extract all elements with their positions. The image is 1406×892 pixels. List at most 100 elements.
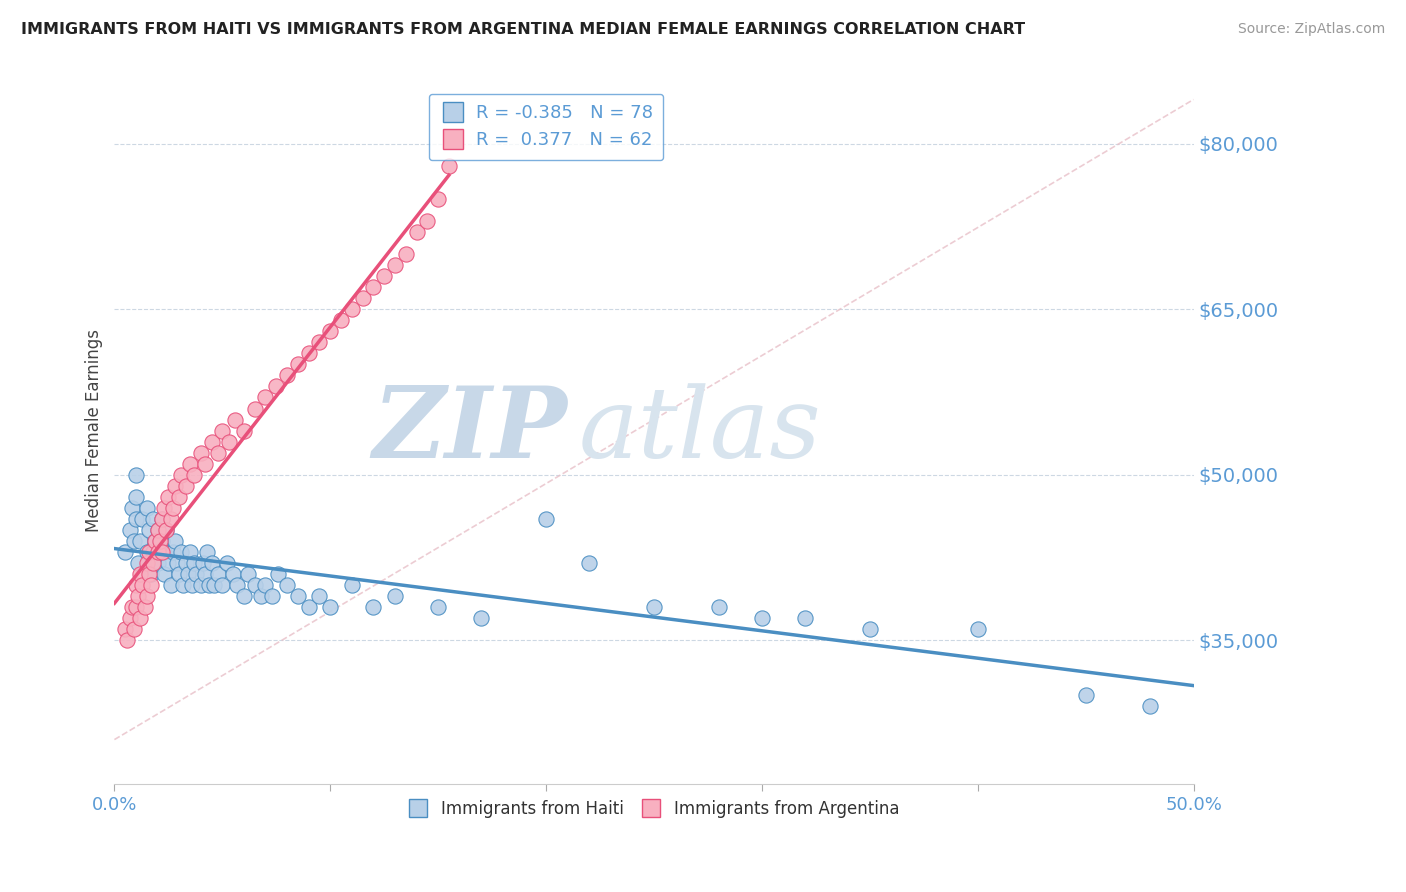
Point bbox=[190, 445, 212, 459]
Point bbox=[298, 346, 321, 360]
Point bbox=[298, 600, 321, 615]
Point bbox=[162, 500, 184, 515]
Point bbox=[118, 611, 141, 625]
Point bbox=[405, 225, 427, 239]
Point bbox=[129, 611, 152, 625]
Point bbox=[243, 578, 266, 592]
Point bbox=[276, 368, 298, 383]
Point bbox=[153, 567, 176, 582]
Point bbox=[179, 457, 201, 471]
Point bbox=[437, 159, 460, 173]
Point bbox=[794, 611, 817, 625]
Point bbox=[330, 313, 353, 327]
Point bbox=[200, 556, 222, 570]
Point bbox=[125, 467, 148, 482]
Point bbox=[1139, 699, 1161, 714]
Point bbox=[195, 545, 218, 559]
Point bbox=[427, 192, 450, 206]
Text: Source: ZipAtlas.com: Source: ZipAtlas.com bbox=[1237, 22, 1385, 37]
Point bbox=[200, 434, 222, 449]
Point bbox=[153, 545, 176, 559]
Point bbox=[149, 533, 172, 548]
Point bbox=[859, 622, 882, 636]
Point bbox=[138, 567, 160, 582]
Point bbox=[179, 545, 201, 559]
Point bbox=[167, 567, 190, 582]
Point bbox=[373, 269, 395, 284]
Point bbox=[254, 578, 277, 592]
Point bbox=[142, 545, 165, 559]
Point bbox=[267, 567, 290, 582]
Point bbox=[149, 545, 172, 559]
Point bbox=[578, 556, 600, 570]
Point bbox=[186, 567, 208, 582]
Point bbox=[308, 335, 330, 350]
Point bbox=[177, 567, 200, 582]
Point bbox=[287, 589, 309, 603]
Point bbox=[117, 633, 139, 648]
Point bbox=[222, 567, 245, 582]
Point bbox=[121, 600, 143, 615]
Point bbox=[427, 600, 450, 615]
Point bbox=[162, 545, 184, 559]
Point bbox=[150, 512, 173, 526]
Point bbox=[215, 556, 238, 570]
Point bbox=[122, 533, 145, 548]
Point bbox=[150, 512, 173, 526]
Legend: Immigrants from Haiti, Immigrants from Argentina: Immigrants from Haiti, Immigrants from A… bbox=[402, 794, 907, 825]
Point bbox=[232, 424, 254, 438]
Point bbox=[145, 533, 167, 548]
Point bbox=[224, 412, 246, 426]
Point bbox=[127, 589, 149, 603]
Point bbox=[218, 434, 240, 449]
Point bbox=[319, 600, 342, 615]
Point bbox=[163, 533, 186, 548]
Point bbox=[159, 578, 181, 592]
Point bbox=[352, 291, 374, 305]
Point bbox=[319, 324, 342, 338]
Text: atlas: atlas bbox=[578, 383, 821, 478]
Point bbox=[340, 578, 363, 592]
Point bbox=[125, 490, 148, 504]
Point bbox=[183, 556, 205, 570]
Point bbox=[125, 512, 148, 526]
Point bbox=[190, 578, 212, 592]
Point bbox=[170, 467, 193, 482]
Point bbox=[129, 567, 152, 582]
Point bbox=[202, 578, 225, 592]
Point bbox=[138, 545, 160, 559]
Point bbox=[122, 622, 145, 636]
Point bbox=[135, 556, 157, 570]
Point bbox=[243, 401, 266, 416]
Point bbox=[172, 578, 194, 592]
Point bbox=[340, 302, 363, 317]
Point bbox=[384, 589, 406, 603]
Point bbox=[155, 523, 177, 537]
Point bbox=[127, 556, 149, 570]
Point bbox=[170, 545, 193, 559]
Point bbox=[135, 589, 157, 603]
Point bbox=[114, 622, 136, 636]
Point bbox=[198, 578, 221, 592]
Point bbox=[751, 611, 773, 625]
Point bbox=[145, 533, 167, 548]
Point bbox=[194, 567, 217, 582]
Point bbox=[966, 622, 988, 636]
Point bbox=[155, 523, 177, 537]
Point bbox=[254, 391, 277, 405]
Point bbox=[166, 556, 188, 570]
Point bbox=[183, 467, 205, 482]
Point bbox=[159, 512, 181, 526]
Point bbox=[181, 578, 204, 592]
Point bbox=[174, 556, 197, 570]
Y-axis label: Median Female Earnings: Median Female Earnings bbox=[86, 329, 103, 533]
Point bbox=[363, 280, 385, 294]
Text: ZIP: ZIP bbox=[373, 383, 568, 479]
Point bbox=[146, 523, 169, 537]
Point bbox=[153, 500, 176, 515]
Point bbox=[707, 600, 730, 615]
Point bbox=[142, 556, 165, 570]
Point bbox=[131, 512, 153, 526]
Point bbox=[157, 490, 180, 504]
Point bbox=[139, 578, 162, 592]
